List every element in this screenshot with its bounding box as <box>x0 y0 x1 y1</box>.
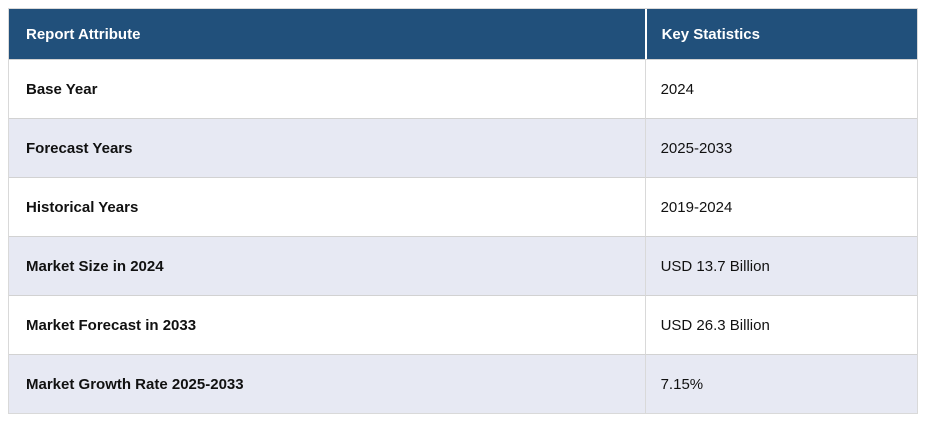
attribute-cell: Forecast Years <box>9 118 645 177</box>
value-cell: USD 26.3 Billion <box>644 295 917 354</box>
report-statistics-table: Report Attribute Key Statistics Base Yea… <box>8 8 918 414</box>
value-cell: 7.15% <box>644 354 917 413</box>
table-row-forecast-years: Forecast Years 2025-2033 <box>9 118 917 177</box>
value-cell: USD 13.7 Billion <box>644 236 917 295</box>
header-cell-key-statistics: Key Statistics <box>644 9 917 59</box>
value-cell: 2019-2024 <box>644 177 917 236</box>
table-row-base-year: Base Year 2024 <box>9 59 917 118</box>
attribute-cell: Market Growth Rate 2025-2033 <box>9 354 645 413</box>
attribute-cell: Historical Years <box>9 177 645 236</box>
header-row: Report Attribute Key Statistics <box>9 9 917 59</box>
table-body: Base Year 2024 Forecast Years 2025-2033 … <box>9 59 917 413</box>
table-header: Report Attribute Key Statistics <box>9 9 917 59</box>
attribute-cell: Market Forecast in 2033 <box>9 295 645 354</box>
table-row-market-growth-rate: Market Growth Rate 2025-2033 7.15% <box>9 354 917 413</box>
table-row-market-size-2024: Market Size in 2024 USD 13.7 Billion <box>9 236 917 295</box>
table-row-market-forecast-2033: Market Forecast in 2033 USD 26.3 Billion <box>9 295 917 354</box>
attribute-cell: Base Year <box>9 59 645 118</box>
attribute-cell: Market Size in 2024 <box>9 236 645 295</box>
table-row-historical-years: Historical Years 2019-2024 <box>9 177 917 236</box>
header-cell-report-attribute: Report Attribute <box>9 9 645 59</box>
value-cell: 2025-2033 <box>644 118 917 177</box>
value-cell: 2024 <box>644 59 917 118</box>
